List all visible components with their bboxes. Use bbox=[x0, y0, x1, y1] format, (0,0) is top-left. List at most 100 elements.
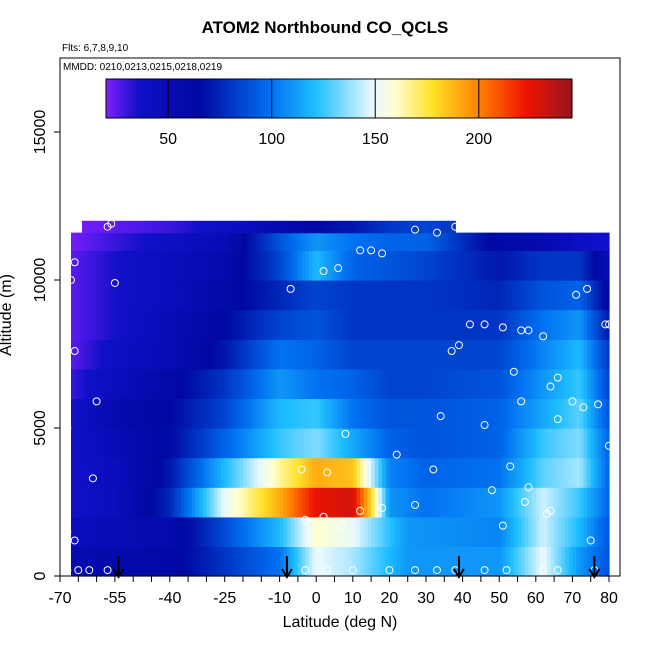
heatmap-cell bbox=[257, 546, 262, 577]
heatmap-cell bbox=[429, 487, 434, 518]
heatmap-cell bbox=[114, 457, 120, 488]
heatmap-cell bbox=[433, 398, 438, 429]
heatmap-cell bbox=[371, 428, 376, 459]
heatmap-cell bbox=[418, 309, 423, 340]
heatmap-cell bbox=[521, 339, 526, 370]
heatmap-cell bbox=[96, 280, 101, 311]
heatmap-cell bbox=[598, 232, 603, 251]
heatmap-cell bbox=[308, 368, 314, 399]
heatmap-cell bbox=[374, 428, 380, 459]
heatmap-cell bbox=[144, 487, 149, 518]
heatmap-cell bbox=[257, 220, 262, 234]
heatmap-cell bbox=[469, 398, 475, 429]
heatmap-cell bbox=[444, 516, 449, 547]
heatmap-cell bbox=[224, 309, 229, 340]
heatmap-cell bbox=[305, 368, 310, 399]
heatmap-cell bbox=[517, 516, 522, 547]
heatmap-cell bbox=[433, 428, 438, 459]
observation-point bbox=[323, 468, 332, 477]
heatmap-cell bbox=[535, 280, 541, 311]
heatmap-cell bbox=[605, 546, 610, 577]
heatmap-cell bbox=[191, 398, 197, 429]
heatmap-cell bbox=[283, 368, 288, 399]
heatmap-cell bbox=[513, 546, 519, 577]
heatmap-cell bbox=[206, 487, 211, 518]
observation-point bbox=[447, 347, 456, 356]
heatmap-cell bbox=[78, 309, 83, 340]
heatmap-cell bbox=[122, 309, 127, 340]
heatmap-cell bbox=[283, 457, 288, 488]
heatmap-cell bbox=[554, 309, 559, 340]
heatmap-cell bbox=[305, 428, 310, 459]
heatmap-cell bbox=[407, 457, 412, 488]
heatmap-cell bbox=[598, 250, 603, 281]
heatmap-cell bbox=[221, 398, 226, 429]
heatmap-cell bbox=[484, 280, 489, 311]
observation-point bbox=[605, 320, 614, 329]
heatmap-cell bbox=[469, 457, 475, 488]
observation-point bbox=[436, 412, 445, 421]
heatmap-cell bbox=[360, 280, 365, 311]
heatmap-cell bbox=[429, 398, 434, 429]
heatmap-cell bbox=[367, 368, 372, 399]
heatmap-cell bbox=[89, 220, 94, 234]
heatmap-cell bbox=[532, 368, 537, 399]
heatmap-cell bbox=[301, 339, 306, 370]
heatmap-cell bbox=[103, 339, 109, 370]
heatmap-cell bbox=[213, 339, 218, 370]
heatmap-cell bbox=[458, 487, 464, 518]
heatmap-cell bbox=[451, 546, 456, 577]
heatmap-cell bbox=[404, 232, 409, 251]
heatmap-cell bbox=[246, 487, 251, 518]
heatmap-cell bbox=[506, 398, 511, 429]
observation-point bbox=[323, 566, 332, 575]
heatmap-cell bbox=[374, 487, 380, 518]
heatmap-cell bbox=[341, 280, 347, 311]
heatmap-cell bbox=[118, 516, 123, 547]
heatmap-cell bbox=[283, 339, 288, 370]
heatmap-cell bbox=[286, 546, 292, 577]
heatmap-cell bbox=[363, 339, 369, 370]
heatmap-cell bbox=[535, 487, 541, 518]
observation-point bbox=[63, 527, 72, 536]
heatmap-cell bbox=[257, 516, 262, 547]
heatmap-cell bbox=[221, 280, 226, 311]
heatmap-cell bbox=[70, 398, 76, 429]
heatmap-cell bbox=[184, 428, 189, 459]
heatmap-cell bbox=[554, 232, 559, 251]
heatmap-cell bbox=[590, 368, 595, 399]
heatmap-cell bbox=[210, 368, 215, 399]
heatmap-cell bbox=[224, 487, 229, 518]
heatmap-cell bbox=[495, 280, 500, 311]
heatmap-cell bbox=[557, 487, 563, 518]
heatmap-cell bbox=[572, 309, 577, 340]
heatmap-cell bbox=[169, 487, 175, 518]
heatmap-cell bbox=[155, 457, 160, 488]
heatmap-cell bbox=[557, 457, 563, 488]
heatmap-cell bbox=[572, 487, 577, 518]
heatmap-cell bbox=[184, 220, 189, 234]
heatmap-cell bbox=[561, 516, 566, 547]
heatmap-cell bbox=[473, 250, 478, 281]
heatmap-cell bbox=[341, 428, 347, 459]
heatmap-cell bbox=[561, 398, 566, 429]
heatmap-cell bbox=[349, 250, 354, 281]
heatmap-cell bbox=[294, 487, 299, 518]
heatmap-cell bbox=[579, 546, 584, 577]
heatmap-cell bbox=[371, 232, 376, 251]
observation-point bbox=[356, 506, 365, 515]
heatmap-cell bbox=[100, 368, 105, 399]
heatmap-cell bbox=[235, 398, 240, 429]
observation-point bbox=[92, 397, 101, 406]
heatmap-cell bbox=[118, 232, 123, 251]
heatmap-cell bbox=[506, 339, 511, 370]
heatmap-cell bbox=[275, 280, 281, 311]
heatmap-cell bbox=[572, 516, 577, 547]
heatmap-cell bbox=[484, 339, 489, 370]
heatmap-cell bbox=[327, 309, 332, 340]
heatmap-cell bbox=[319, 398, 325, 429]
heatmap-cell bbox=[543, 516, 548, 547]
heatmap-cell bbox=[407, 487, 412, 518]
heatmap-cell bbox=[301, 309, 306, 340]
